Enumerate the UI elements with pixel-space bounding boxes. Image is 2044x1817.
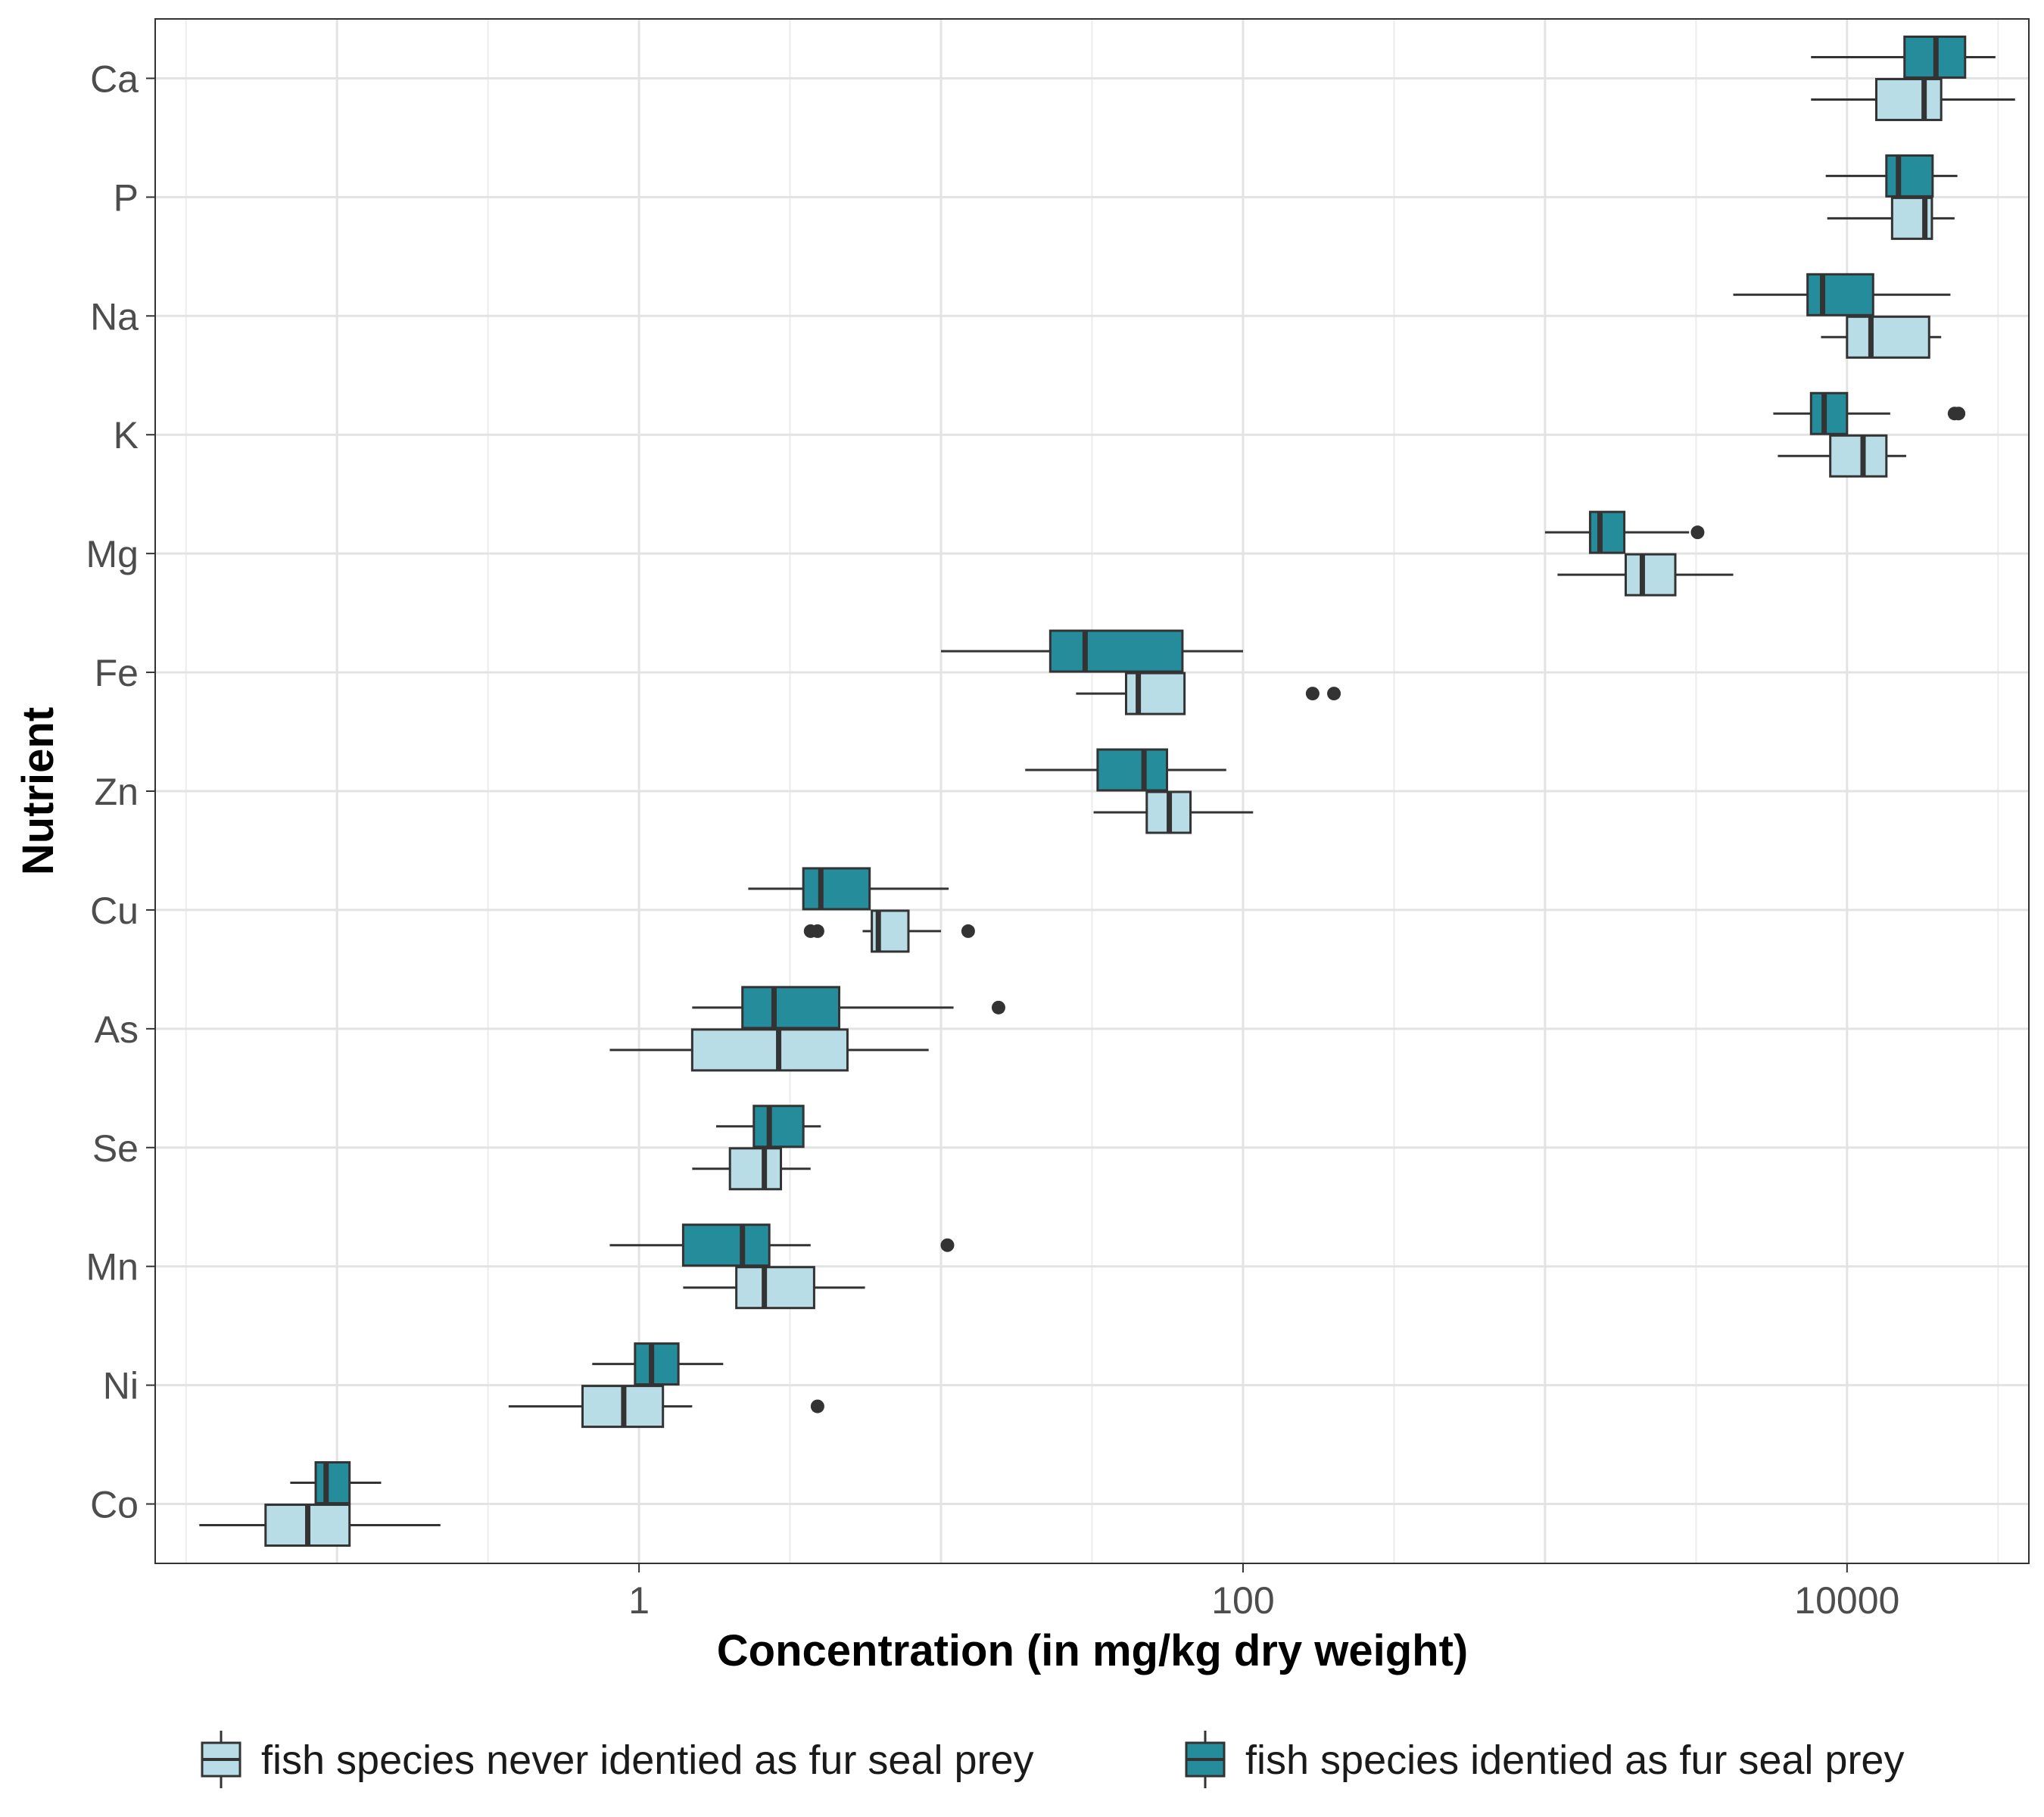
outlier-point xyxy=(991,1000,1005,1014)
legend-key-never-prey xyxy=(201,1731,241,1788)
y-tick-label-mn: Mn xyxy=(86,1246,139,1289)
iqr-box xyxy=(1809,391,1849,435)
iqr-box xyxy=(1874,77,1943,121)
box-mn-series-1 xyxy=(609,1223,955,1267)
outlier-point xyxy=(1327,687,1341,701)
box-se-series-0 xyxy=(692,1147,811,1191)
box-mn-series-0 xyxy=(683,1266,865,1310)
box-na-series-1 xyxy=(1733,273,1951,316)
iqr-box xyxy=(1829,434,1888,478)
iqr-box xyxy=(634,1342,680,1386)
iqr-box xyxy=(1624,553,1677,597)
box-as-series-0 xyxy=(609,1028,929,1072)
box-k-series-1 xyxy=(1773,391,1966,435)
box-na-series-0 xyxy=(1821,315,1942,359)
iqr-box xyxy=(735,1266,815,1310)
y-tick-label-ca: Ca xyxy=(90,58,139,100)
x-tick-label-100: 100 xyxy=(1211,1579,1274,1622)
box-fe-series-1 xyxy=(941,629,1243,673)
y-tick-label-p: P xyxy=(114,176,139,219)
x-tick-label-1: 1 xyxy=(628,1579,650,1622)
x-axis: 1 100 10000 xyxy=(628,1563,1899,1622)
iqr-box xyxy=(1048,629,1184,673)
box-as-series-1 xyxy=(692,986,1005,1030)
y-tick-label-na: Na xyxy=(90,295,139,338)
legend-key-prey xyxy=(1185,1731,1226,1788)
iqr-box xyxy=(1846,315,1930,359)
box-ca-series-0 xyxy=(1811,77,2015,121)
iqr-box xyxy=(314,1461,351,1505)
iqr-box xyxy=(741,986,841,1030)
box-co-series-0 xyxy=(199,1504,441,1547)
iqr-box xyxy=(728,1147,783,1191)
y-tick-label-as: As xyxy=(95,1008,139,1051)
y-tick-label-fe: Fe xyxy=(95,652,139,694)
x-tick-label-10000: 10000 xyxy=(1794,1579,1899,1622)
y-axis: Ca P Na K Mg Fe Zn Cu As Se Mn Ni Co xyxy=(86,58,155,1526)
legend: fish species never identied as fur seal … xyxy=(201,1731,1904,1788)
box-zn-series-0 xyxy=(1093,790,1254,834)
box-se-series-1 xyxy=(715,1105,821,1148)
box-k-series-0 xyxy=(1778,434,1906,478)
iqr-box xyxy=(1588,510,1626,554)
x-axis-title: Concentration (in mg/kg dry weight) xyxy=(717,1626,1468,1675)
box-co-series-1 xyxy=(290,1461,382,1505)
iqr-box xyxy=(802,867,871,911)
iqr-box xyxy=(681,1223,771,1267)
outlier-point xyxy=(940,1238,955,1252)
outlier-point xyxy=(1690,525,1705,540)
iqr-box xyxy=(1885,154,1934,198)
box-zn-series-1 xyxy=(1025,748,1226,792)
y-axis-title: Nutrient xyxy=(14,707,63,875)
outlier-point xyxy=(1305,687,1320,701)
box-p-series-0 xyxy=(1827,196,1955,240)
iqr-box xyxy=(690,1028,849,1072)
outlier-point xyxy=(1952,407,1966,421)
legend-item-never-prey: fish species never identied as fur seal … xyxy=(201,1731,1034,1788)
iqr-box xyxy=(1124,672,1186,715)
box-fe-series-0 xyxy=(1076,672,1341,715)
box-cu-series-0 xyxy=(803,909,975,953)
y-tick-label-co: Co xyxy=(90,1484,139,1526)
box-layer xyxy=(199,35,2015,1547)
outlier-point xyxy=(810,924,824,938)
y-tick-label-zn: Zn xyxy=(95,771,139,813)
iqr-box xyxy=(752,1105,805,1148)
box-ni-series-1 xyxy=(592,1342,724,1386)
legend-item-prey: fish species identied as fur seal prey xyxy=(1185,1731,1904,1788)
legend-label-prey: fish species identied as fur seal prey xyxy=(1245,1738,1904,1783)
box-mg-series-1 xyxy=(1544,510,1705,554)
iqr-box xyxy=(1096,748,1169,792)
box-p-series-1 xyxy=(1825,154,1958,198)
y-tick-label-ni: Ni xyxy=(103,1365,139,1407)
legend-label-never-prey: fish species never identied as fur seal … xyxy=(261,1738,1034,1783)
grid-lines xyxy=(155,19,2029,1563)
y-tick-label-k: K xyxy=(114,414,139,457)
outlier-point xyxy=(810,1399,824,1413)
box-cu-series-1 xyxy=(748,867,949,911)
box-mg-series-0 xyxy=(1557,553,1734,597)
iqr-box xyxy=(1806,273,1874,316)
y-tick-label-cu: Cu xyxy=(90,890,139,932)
box-ni-series-0 xyxy=(508,1385,824,1429)
box-ca-series-1 xyxy=(1811,35,1996,79)
y-tick-label-mg: Mg xyxy=(86,533,139,575)
y-tick-label-se: Se xyxy=(92,1127,139,1170)
outlier-point xyxy=(961,924,975,938)
